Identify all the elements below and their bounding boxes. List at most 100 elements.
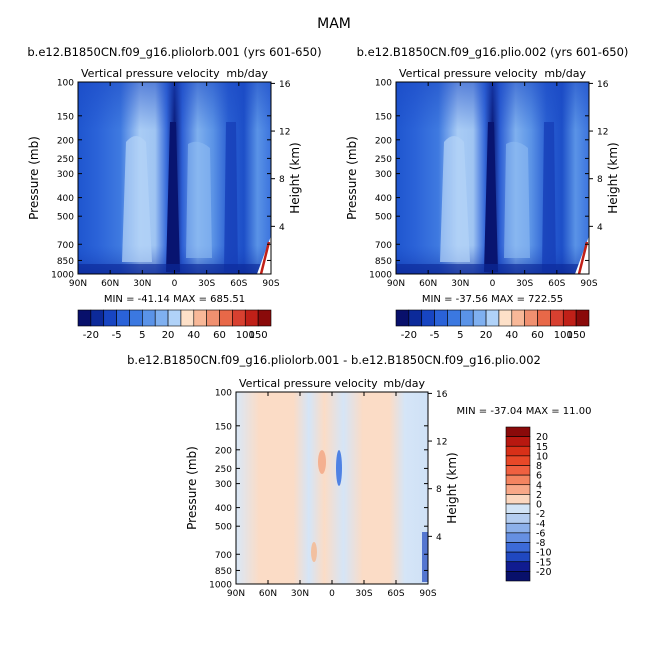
x-tick-label: 60N — [419, 279, 437, 289]
y-tick-label: 200 — [57, 136, 74, 146]
colorbar-swatch — [505, 503, 531, 514]
colorbar-label: 40 — [187, 330, 200, 341]
field-feature — [224, 122, 238, 272]
y-tick-label: 1000 — [51, 271, 74, 281]
colorbar-label: 40 — [505, 330, 518, 341]
colorbar-swatch — [505, 561, 531, 572]
y-tick-label: 1000 — [209, 581, 232, 591]
y-tick-label: 150 — [57, 112, 74, 122]
colorbar-swatch — [524, 309, 538, 327]
field-feature — [440, 136, 470, 262]
colorbar-label: 0 — [536, 500, 542, 511]
colorbar-swatch — [505, 426, 531, 437]
colorbar-swatch — [244, 309, 259, 327]
y-tick-label: 850 — [57, 257, 74, 267]
stats-label: MIN = -37.04 MAX = 11.00 — [457, 406, 592, 417]
field-feature — [318, 450, 326, 474]
field-feature — [422, 532, 428, 582]
y-tick-label: 300 — [215, 480, 232, 490]
x-tick-label: 30N — [291, 589, 309, 599]
colorbar-label: -8 — [536, 538, 545, 549]
stats-label: MIN = -37.56 MAX = 722.55 — [422, 294, 563, 305]
colorbar-swatch — [421, 309, 435, 327]
colorbar-label: 8 — [536, 461, 542, 472]
y-tick-label: 150 — [215, 422, 232, 432]
y2-tick-label: 16 — [279, 80, 291, 90]
colorbar-swatch — [550, 309, 564, 327]
colorbar-swatch — [77, 309, 92, 327]
field-feature — [484, 122, 498, 272]
field-feature — [311, 542, 317, 562]
colorbar-swatch — [505, 445, 531, 457]
colorbar-label: 5 — [139, 330, 145, 341]
colorbar-swatch — [206, 309, 220, 327]
orography-edge — [259, 241, 271, 275]
x-tick-label: 0 — [490, 279, 496, 289]
field-feature — [504, 141, 530, 258]
y-tick-label: 200 — [215, 446, 232, 456]
subtitle-right: mb/day — [383, 377, 425, 390]
x-tick-label: 30S — [516, 279, 533, 289]
colorbar-swatch — [154, 309, 169, 327]
y2-tick-label: 12 — [279, 128, 290, 138]
x-tick-label: 30N — [451, 279, 469, 289]
x-tick-label: 60N — [259, 589, 277, 599]
y-tick-label: 200 — [375, 136, 392, 146]
y-tick-label: 850 — [215, 567, 232, 577]
colorbar-label: 2 — [536, 490, 542, 501]
colorbar-swatch — [257, 309, 272, 327]
colorbar-swatch — [498, 309, 513, 327]
x-tick-label: 60N — [101, 279, 119, 289]
y-tick-label: 400 — [215, 504, 232, 514]
figure-title: MAM — [317, 16, 351, 32]
field-feature — [336, 450, 342, 486]
x-tick-label: 90S — [262, 279, 279, 289]
y2-axis-label: Height (km) — [288, 142, 302, 213]
stats-label: MIN = -41.14 MAX = 685.51 — [104, 294, 245, 305]
x-tick-label: 0 — [172, 279, 178, 289]
colorbar-label: -6 — [536, 528, 545, 539]
colorbar-swatch — [447, 309, 461, 327]
field-feature — [542, 122, 556, 272]
y2-tick-label: 4 — [436, 533, 442, 543]
x-tick-label: 90N — [227, 589, 245, 599]
x-tick-label: 90S — [580, 279, 597, 289]
panel-title: b.e12.B1850CN.f09_g16.pliolorb.001 - b.e… — [127, 353, 541, 367]
x-tick-label: 30S — [198, 279, 215, 289]
colorbar-label: 6 — [536, 471, 542, 482]
y-tick-label: 100 — [215, 389, 232, 399]
colorbar-swatch — [505, 522, 531, 534]
y2-axis-label: Height (km) — [445, 452, 459, 523]
colorbar-swatch — [505, 551, 531, 563]
colorbar-swatch — [505, 532, 531, 543]
colorbar-label: -20 — [536, 567, 552, 578]
subtitle-left: Vertical pressure velocity — [239, 377, 378, 390]
y-tick-label: 700 — [57, 241, 74, 251]
colorbar-label: 20 — [480, 330, 493, 341]
colorbar-label: -4 — [536, 519, 545, 530]
subtitle-left: Vertical pressure velocity — [399, 67, 538, 80]
colorbar-swatch — [167, 309, 182, 327]
x-tick-label: 30S — [355, 589, 372, 599]
panel-title: b.e12.B1850CN.f09_g16.pliolorb.001 (yrs … — [27, 45, 321, 59]
field-base — [236, 392, 428, 584]
y-tick-label: 850 — [375, 257, 392, 267]
y2-tick-label: 16 — [436, 390, 448, 400]
y-tick-label: 250 — [375, 155, 392, 165]
colorbar-swatch — [434, 309, 448, 327]
colorbar-swatch — [129, 309, 143, 327]
colorbar-swatch — [408, 309, 423, 327]
y2-tick-label: 12 — [597, 128, 608, 138]
colorbar-swatch — [505, 571, 531, 582]
y2-tick-label: 8 — [597, 175, 603, 185]
y-tick-label: 700 — [375, 241, 392, 251]
colorbar-swatch — [505, 484, 531, 495]
y-tick-label: 700 — [215, 551, 232, 561]
y2-tick-label: 12 — [436, 438, 447, 448]
colorbar-label: 5 — [457, 330, 463, 341]
y2-axis-label: Height (km) — [606, 142, 620, 213]
colorbar-swatch — [472, 309, 487, 327]
colorbar-label: 100 — [236, 330, 255, 341]
x-tick-label: 90S — [419, 589, 436, 599]
